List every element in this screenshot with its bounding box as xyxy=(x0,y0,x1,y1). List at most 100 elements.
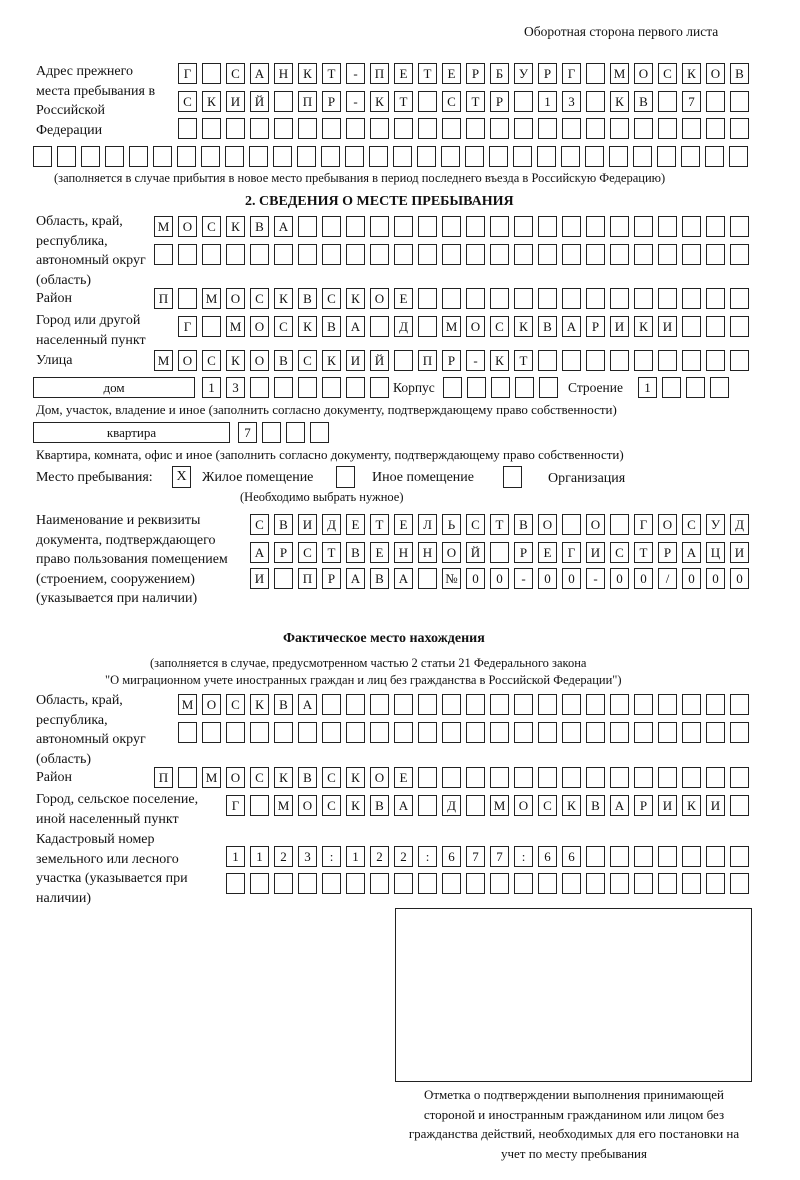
char-cell[interactable] xyxy=(634,846,653,867)
char-cell[interactable] xyxy=(730,350,749,371)
char-cell[interactable] xyxy=(682,767,701,788)
char-cell[interactable] xyxy=(658,722,677,743)
char-cell[interactable] xyxy=(442,722,461,743)
char-cell[interactable]: Ь xyxy=(442,514,461,535)
char-cell[interactable] xyxy=(442,694,461,715)
char-cell[interactable]: С xyxy=(682,514,701,535)
char-cell[interactable]: А xyxy=(250,63,269,84)
char-cell[interactable]: Т xyxy=(394,91,413,112)
char-cell[interactable]: А xyxy=(394,568,413,589)
char-cell[interactable] xyxy=(514,118,533,139)
char-cell[interactable]: О xyxy=(370,288,389,309)
char-cell[interactable] xyxy=(274,118,293,139)
char-cell[interactable] xyxy=(706,873,725,894)
char-cell[interactable]: 3 xyxy=(226,377,245,398)
char-cell[interactable] xyxy=(537,146,556,167)
char-cell[interactable] xyxy=(730,118,749,139)
char-cell[interactable]: В xyxy=(274,694,293,715)
char-cell[interactable]: О xyxy=(634,63,653,84)
char-cell[interactable] xyxy=(730,316,749,337)
char-cell[interactable] xyxy=(490,694,509,715)
char-cell[interactable] xyxy=(634,873,653,894)
char-cell[interactable] xyxy=(202,316,221,337)
char-cell[interactable]: 7 xyxy=(238,422,257,443)
char-cell[interactable]: 7 xyxy=(682,91,701,112)
char-cell[interactable] xyxy=(514,767,533,788)
char-cell[interactable]: М xyxy=(490,795,509,816)
char-cell[interactable] xyxy=(226,873,245,894)
char-cell[interactable] xyxy=(394,216,413,237)
char-cell[interactable] xyxy=(634,350,653,371)
char-cell[interactable]: И xyxy=(730,542,749,563)
char-cell[interactable] xyxy=(250,244,269,265)
char-cell[interactable] xyxy=(346,118,365,139)
char-cell[interactable] xyxy=(610,216,629,237)
char-cell[interactable]: С xyxy=(250,767,269,788)
char-cell[interactable]: И xyxy=(250,568,269,589)
char-cell[interactable]: В xyxy=(346,542,365,563)
char-cell[interactable]: 2 xyxy=(394,846,413,867)
char-cell[interactable] xyxy=(105,146,124,167)
char-cell[interactable] xyxy=(562,288,581,309)
char-cell[interactable]: 0 xyxy=(538,568,557,589)
char-cell[interactable]: 0 xyxy=(634,568,653,589)
char-cell[interactable]: И xyxy=(658,316,677,337)
char-cell[interactable] xyxy=(730,288,749,309)
char-cell[interactable]: Е xyxy=(346,514,365,535)
char-cell[interactable] xyxy=(442,244,461,265)
char-cell[interactable]: 7 xyxy=(490,846,509,867)
char-cell[interactable]: Д xyxy=(394,316,413,337)
char-cell[interactable] xyxy=(490,216,509,237)
char-cell[interactable] xyxy=(201,146,220,167)
char-cell[interactable]: К xyxy=(274,288,293,309)
char-cell[interactable]: В xyxy=(514,514,533,535)
char-cell[interactable]: Т xyxy=(634,542,653,563)
char-cell[interactable] xyxy=(250,873,269,894)
char-cell[interactable]: О xyxy=(370,767,389,788)
char-cell[interactable]: С xyxy=(610,542,629,563)
char-cell[interactable]: Т xyxy=(418,63,437,84)
char-cell[interactable] xyxy=(658,118,677,139)
char-cell[interactable] xyxy=(466,795,485,816)
char-cell[interactable] xyxy=(634,767,653,788)
char-cell[interactable]: В xyxy=(634,91,653,112)
char-cell[interactable]: М xyxy=(226,316,245,337)
char-cell[interactable]: К xyxy=(490,350,509,371)
char-cell[interactable] xyxy=(346,216,365,237)
char-cell[interactable]: Н xyxy=(394,542,413,563)
char-cell[interactable] xyxy=(705,146,724,167)
char-cell[interactable]: Е xyxy=(394,288,413,309)
char-cell[interactable] xyxy=(418,873,437,894)
char-cell[interactable]: Б xyxy=(490,63,509,84)
char-cell[interactable] xyxy=(706,216,725,237)
char-cell[interactable] xyxy=(706,350,725,371)
char-cell[interactable] xyxy=(515,377,534,398)
char-cell[interactable] xyxy=(634,244,653,265)
char-cell[interactable]: В xyxy=(274,514,293,535)
char-cell[interactable]: К xyxy=(514,316,533,337)
char-cell[interactable]: И xyxy=(610,316,629,337)
char-cell[interactable]: Р xyxy=(514,542,533,563)
char-cell[interactable] xyxy=(610,288,629,309)
char-cell[interactable]: 1 xyxy=(638,377,657,398)
char-cell[interactable]: О xyxy=(250,350,269,371)
char-cell[interactable] xyxy=(418,288,437,309)
char-cell[interactable] xyxy=(418,767,437,788)
char-cell[interactable]: Г xyxy=(226,795,245,816)
char-cell[interactable] xyxy=(710,377,729,398)
char-cell[interactable]: О xyxy=(178,350,197,371)
char-cell[interactable]: 1 xyxy=(346,846,365,867)
char-cell[interactable] xyxy=(539,377,558,398)
char-cell[interactable] xyxy=(370,244,389,265)
char-cell[interactable]: М xyxy=(154,216,173,237)
char-cell[interactable]: С xyxy=(250,288,269,309)
char-cell[interactable]: - xyxy=(586,568,605,589)
char-cell[interactable] xyxy=(610,846,629,867)
char-cell[interactable]: К xyxy=(298,63,317,84)
char-cell[interactable] xyxy=(178,767,197,788)
char-cell[interactable] xyxy=(250,377,269,398)
char-cell[interactable] xyxy=(490,118,509,139)
char-cell[interactable] xyxy=(466,216,485,237)
char-cell[interactable]: Ц xyxy=(706,542,725,563)
char-cell[interactable] xyxy=(370,118,389,139)
